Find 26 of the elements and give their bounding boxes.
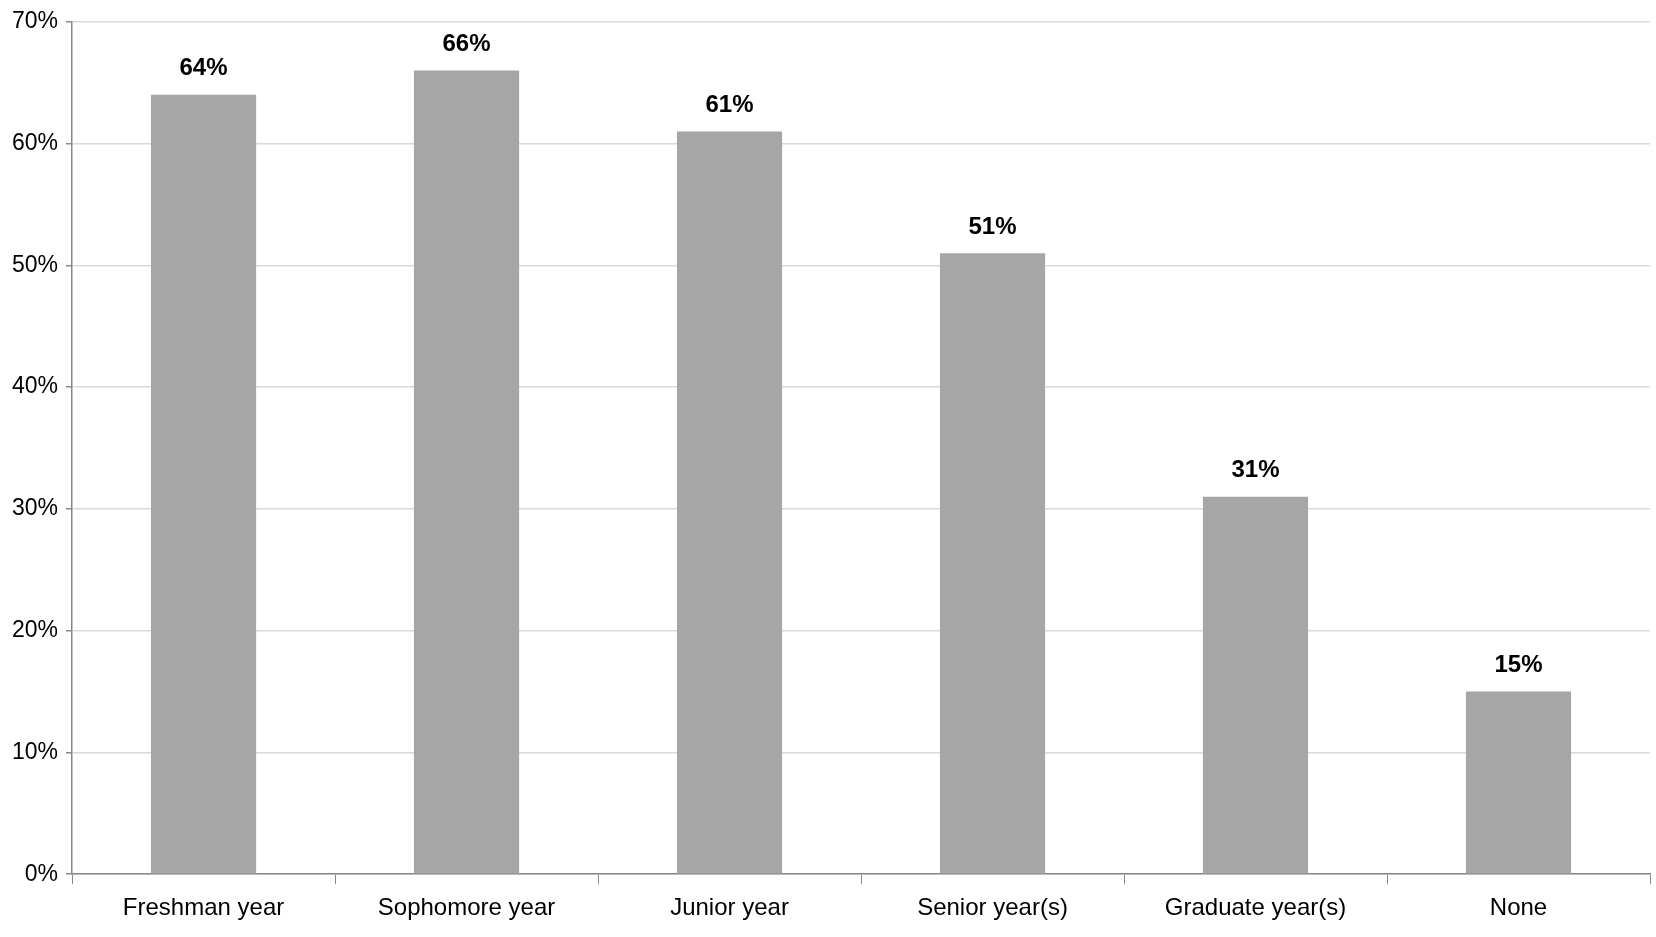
data-label: 51% — [968, 211, 1017, 239]
y-tick-label: 20% — [11, 616, 59, 642]
x-tick-label: Sophomore year — [377, 893, 556, 921]
x-tick-label: Senior year(s) — [917, 893, 1068, 921]
y-tick-label: 0% — [24, 859, 59, 886]
y-tick-label: 10% — [11, 737, 59, 764]
y-tick-label: 50% — [11, 250, 59, 277]
bar — [939, 253, 1046, 874]
data-label: 64% — [179, 53, 228, 81]
bar — [676, 131, 783, 874]
y-tick-label: 60% — [11, 128, 59, 155]
bar — [1465, 691, 1572, 874]
y-tick-label: 30% — [11, 494, 59, 521]
x-tick-label: Freshman year — [122, 893, 285, 921]
x-tick-label: Graduate year(s) — [1164, 893, 1347, 921]
bar — [413, 70, 520, 874]
data-label: 61% — [705, 90, 754, 118]
bar — [150, 94, 257, 874]
data-label: 66% — [442, 29, 491, 57]
x-tick-label: None — [1489, 893, 1548, 921]
data-label: 31% — [1231, 455, 1280, 483]
y-tick-label: 40% — [11, 372, 59, 399]
data-label: 15% — [1494, 650, 1543, 678]
bar — [1202, 496, 1309, 874]
y-tick-label: 70% — [11, 7, 59, 34]
x-tick-label: Junior year — [670, 893, 789, 921]
